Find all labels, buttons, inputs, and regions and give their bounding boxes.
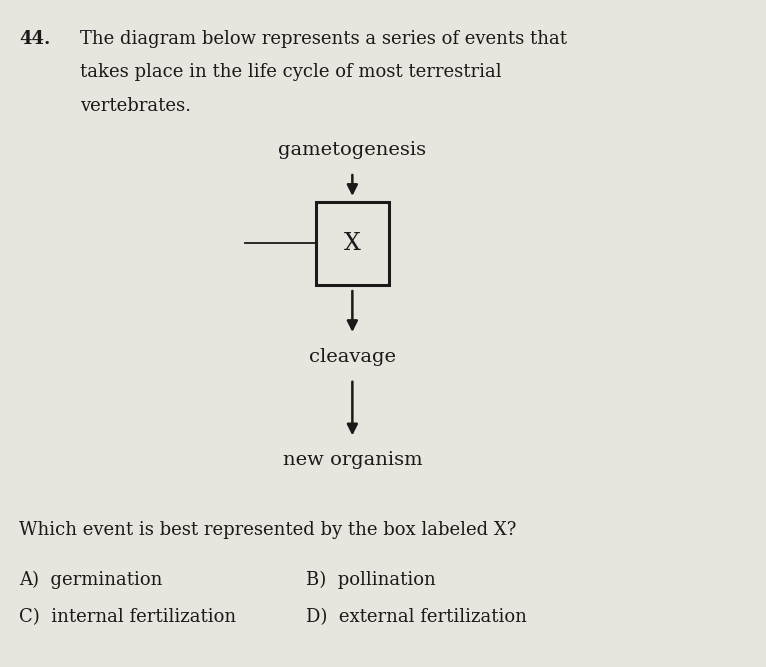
Text: D)  external fertilization: D) external fertilization [306, 608, 527, 626]
Text: B)  pollination: B) pollination [306, 571, 436, 590]
Text: new organism: new organism [283, 452, 422, 469]
Text: X: X [344, 232, 361, 255]
Text: gametogenesis: gametogenesis [278, 141, 427, 159]
Text: takes place in the life cycle of most terrestrial: takes place in the life cycle of most te… [80, 63, 502, 81]
Text: A)  germination: A) germination [19, 571, 162, 590]
Text: Which event is best represented by the box labeled X?: Which event is best represented by the b… [19, 522, 516, 539]
Text: The diagram below represents a series of events that: The diagram below represents a series of… [80, 30, 568, 48]
Text: 44.: 44. [19, 30, 51, 48]
Text: vertebrates.: vertebrates. [80, 97, 192, 115]
Text: cleavage: cleavage [309, 348, 396, 366]
Bar [316, 202, 389, 285]
Text: C)  internal fertilization: C) internal fertilization [19, 608, 236, 626]
